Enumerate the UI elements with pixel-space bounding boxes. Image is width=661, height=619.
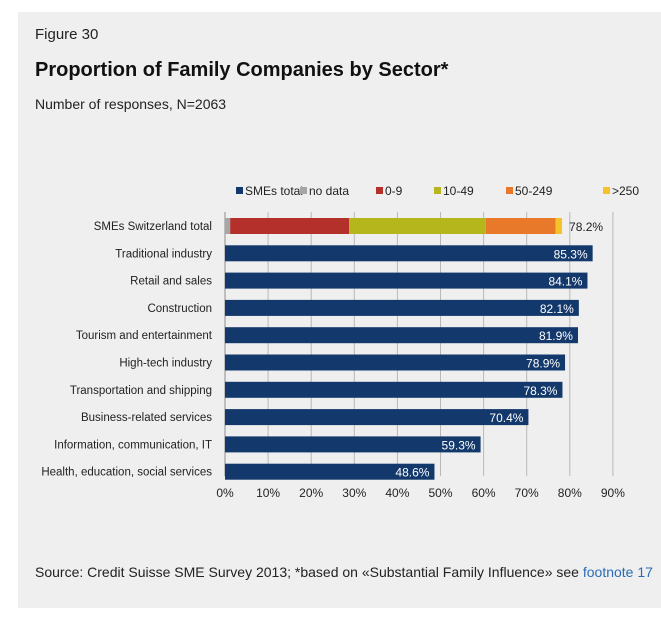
- bar-value-label: 78.9%: [526, 357, 560, 371]
- stacked-segment: [230, 218, 350, 234]
- source-note: Source: Credit Suisse SME Survey 2013; *…: [35, 562, 660, 583]
- x-tick-label: 30%: [342, 486, 366, 500]
- category-label: SMEs Switzerland total: [94, 221, 212, 233]
- bar: [225, 409, 529, 426]
- category-label: Tourism and entertainment: [76, 330, 213, 342]
- x-tick-label: 40%: [385, 486, 409, 500]
- legend-label: no data: [309, 184, 349, 198]
- bar: [225, 299, 579, 316]
- chart-subtitle: Number of responses, N=2063: [35, 96, 227, 112]
- bar: [225, 272, 588, 289]
- legend-swatch: [376, 187, 383, 194]
- category-label: Traditional industry: [115, 248, 212, 260]
- stacked-segment: [555, 218, 563, 234]
- category-label: Retail and sales: [130, 276, 212, 288]
- legend-label: 0-9: [385, 184, 403, 198]
- legend-label: 50-249: [515, 184, 553, 198]
- bar: [225, 327, 578, 344]
- category-label: Information, communication, IT: [54, 439, 212, 451]
- legend-label: SMEs total: [245, 184, 303, 198]
- bar: [225, 381, 563, 398]
- category-label: Business-related services: [81, 412, 212, 424]
- bar: [225, 354, 566, 371]
- bar-value-label: 85.3%: [554, 247, 588, 261]
- x-tick-label: 70%: [515, 486, 539, 500]
- chart-title: Proportion of Family Companies by Sector…: [35, 59, 449, 81]
- footnote-link[interactable]: footnote 17: [582, 564, 653, 580]
- stacked-total-label: 78.2%: [569, 220, 603, 234]
- x-tick-label: 60%: [472, 486, 496, 500]
- legend-swatch: [506, 187, 513, 194]
- legend-swatch: [434, 187, 441, 194]
- legend-label: >250: [612, 184, 639, 198]
- source-text: Source: Credit Suisse SME Survey 2013; *…: [35, 564, 583, 580]
- legend-swatch: [236, 187, 243, 194]
- bar-value-label: 84.1%: [548, 275, 582, 289]
- category-label: Transportation and shipping: [70, 385, 212, 397]
- category-label: Health, education, social services: [41, 467, 212, 479]
- bar: [225, 463, 435, 480]
- figure-number: Figure 30: [35, 26, 99, 43]
- bar-value-label: 82.1%: [540, 302, 574, 316]
- legend-label: 10-49: [443, 184, 474, 198]
- bar-value-label: 81.9%: [539, 329, 573, 343]
- bar-value-label: 78.3%: [523, 384, 557, 398]
- bar: [225, 245, 593, 262]
- category-label: Construction: [147, 303, 212, 315]
- x-tick-label: 20%: [299, 486, 323, 500]
- bar-value-label: 70.4%: [489, 411, 523, 425]
- bar-value-label: 48.6%: [395, 466, 429, 480]
- bar-value-label: 59.3%: [442, 438, 476, 452]
- stacked-segment: [225, 218, 231, 234]
- category-label: High-tech industry: [119, 358, 212, 370]
- legend-swatch: [300, 187, 307, 194]
- x-tick-label: 10%: [256, 486, 280, 500]
- x-tick-label: 90%: [601, 486, 625, 500]
- x-tick-label: 80%: [558, 486, 582, 500]
- bar: [225, 436, 481, 453]
- x-tick-label: 0%: [216, 486, 234, 500]
- x-tick-label: 50%: [428, 486, 452, 500]
- stacked-segment: [349, 218, 486, 234]
- legend-swatch: [603, 187, 610, 194]
- stacked-segment: [485, 218, 556, 234]
